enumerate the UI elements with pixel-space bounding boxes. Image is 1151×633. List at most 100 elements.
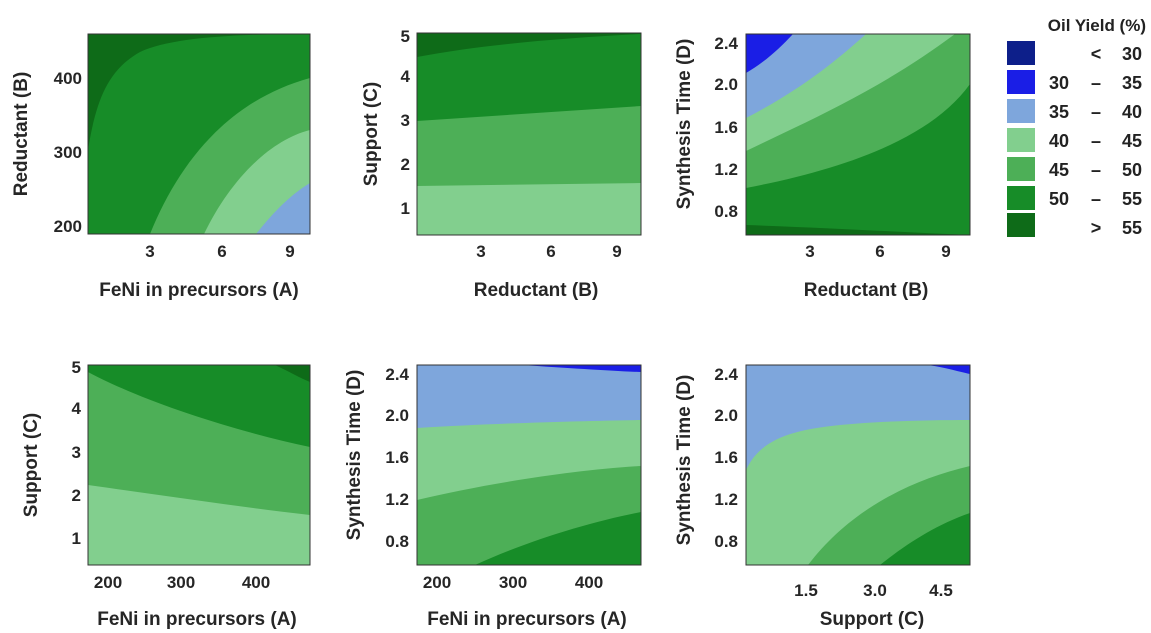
p3-xtick-0: 3	[805, 242, 814, 261]
p1-xtick-1: 6	[217, 242, 226, 261]
p4-ylabel: Support (C)	[21, 413, 42, 517]
panel-5-frame	[416, 364, 642, 566]
p6-ytick-1: 1.6	[714, 448, 738, 467]
axes: 3 6 9 200 300 400 FeNi in precursors (A)…	[11, 27, 953, 630]
p5-ytick-3: 2.0	[385, 406, 409, 425]
legend-to-4: 50	[1122, 160, 1142, 180]
legend-sep-1: –	[1091, 73, 1101, 93]
p3-ytick-4: 2.4	[714, 34, 738, 53]
legend-swatch-below-30	[1007, 41, 1035, 65]
p3-xtick-2: 9	[941, 242, 950, 261]
legend-swatch-30-35	[1007, 70, 1035, 94]
region-50-55	[417, 33, 641, 121]
panel-3-contour	[746, 34, 970, 235]
panel-2-contour	[417, 33, 641, 235]
region-35-40	[417, 365, 641, 428]
p1-xlabel: FeNi in precursors (A)	[99, 280, 299, 301]
p5-xlabel: FeNi in precursors (A)	[427, 609, 627, 630]
panel-4-contour	[88, 365, 310, 565]
legend-from-3: 40	[1049, 131, 1069, 151]
legend-sep-4: –	[1091, 160, 1101, 180]
p6-xlabel: Support (C)	[820, 609, 924, 630]
legend-swatch-above-55	[1007, 213, 1035, 237]
p5-ytick-1: 1.2	[385, 490, 409, 509]
region-over-55	[275, 365, 310, 382]
panel-1-contour	[88, 34, 310, 234]
legend-sep-5: –	[1091, 189, 1101, 209]
panel-3-frame	[745, 33, 971, 236]
p4-ytick-4: 5	[72, 358, 81, 377]
region-over-55	[417, 33, 641, 57]
p2-ytick-0: 1	[401, 199, 410, 218]
legend-from-4: 45	[1049, 160, 1069, 180]
legend-to-0: 30	[1122, 44, 1142, 64]
region-35-40	[256, 183, 310, 234]
legend-to-3: 45	[1122, 131, 1142, 151]
legend-from-2: 35	[1049, 102, 1069, 122]
p4-ytick-1: 2	[72, 486, 81, 505]
p2-ytick-3: 4	[401, 67, 411, 86]
region-35-40	[746, 34, 866, 118]
p2-ytick-1: 2	[401, 155, 410, 174]
p6-ytick-2: 1.2	[714, 490, 738, 509]
p2-xtick-2: 9	[612, 242, 621, 261]
legend-swatch-50-55	[1007, 186, 1035, 210]
p5-ytick-0: 0.8	[385, 532, 409, 551]
region-50-55	[88, 365, 310, 447]
legend-swatch-35-40	[1007, 99, 1035, 123]
p6-ytick-4: 2.4	[714, 365, 738, 384]
p4-xtick-0: 200	[94, 573, 122, 592]
legend-sep-3: –	[1091, 131, 1101, 151]
legend-to-6: 55	[1122, 218, 1142, 238]
p6-xtick-2: 4.5	[929, 581, 953, 600]
panel-6-frame	[745, 364, 971, 566]
p4-xtick-2: 400	[242, 573, 270, 592]
legend-to-1: 35	[1122, 73, 1142, 93]
p2-xtick-1: 6	[546, 242, 555, 261]
p3-ytick-0: 0.8	[714, 202, 738, 221]
p1-ylabel: Reductant (B)	[11, 72, 32, 197]
p5-ytick-2: 1.6	[385, 448, 409, 467]
p2-xtick-0: 3	[476, 242, 485, 261]
p5-xtick-0: 200	[423, 573, 451, 592]
p5-ytick-4: 2.4	[385, 365, 409, 384]
panel-4-frame	[87, 364, 311, 566]
p2-ytick-4: 5	[401, 27, 410, 46]
p3-ylabel: Synthesis Time (D)	[674, 39, 695, 210]
region-35-40	[746, 365, 970, 470]
p3-ytick-3: 2.0	[714, 75, 738, 94]
p4-ytick-2: 3	[72, 443, 81, 462]
p3-ytick-1: 1.2	[714, 160, 738, 179]
legend-sep-0: <	[1091, 44, 1102, 64]
p5-xtick-2: 400	[575, 573, 603, 592]
p4-xlabel: FeNi in precursors (A)	[97, 609, 297, 630]
p4-xtick-1: 300	[167, 573, 195, 592]
p6-xtick-0: 1.5	[794, 581, 818, 600]
p2-ytick-2: 3	[401, 111, 410, 130]
region-30-35	[928, 365, 970, 374]
region-30-35	[520, 365, 641, 372]
p1-xtick-0: 3	[145, 242, 154, 261]
legend-swatch-40-45	[1007, 128, 1035, 152]
p3-xtick-1: 6	[875, 242, 884, 261]
p1-ytick-1: 300	[54, 143, 82, 162]
legend-from-1: 30	[1049, 73, 1069, 93]
legend-sep-6: >	[1091, 218, 1102, 238]
p2-xlabel: Reductant (B)	[474, 280, 599, 301]
legend-title: Oil Yield (%)	[1048, 16, 1146, 35]
p3-xlabel: Reductant (B)	[804, 280, 929, 301]
legend-to-5: 55	[1122, 189, 1142, 209]
region-over-55	[88, 34, 310, 234]
legend-swatch-45-50	[1007, 157, 1035, 181]
p1-xtick-2: 9	[285, 242, 294, 261]
panel-5-contour	[417, 365, 641, 565]
p1-ytick-0: 200	[54, 217, 82, 236]
p6-xtick-1: 3.0	[863, 581, 887, 600]
panel-6-contour	[746, 365, 970, 565]
p4-ytick-0: 1	[72, 529, 81, 548]
p1-ytick-2: 400	[54, 69, 82, 88]
panel-2-frame	[416, 32, 642, 236]
p2-ylabel: Support (C)	[361, 82, 382, 186]
region-50-55	[880, 513, 970, 565]
